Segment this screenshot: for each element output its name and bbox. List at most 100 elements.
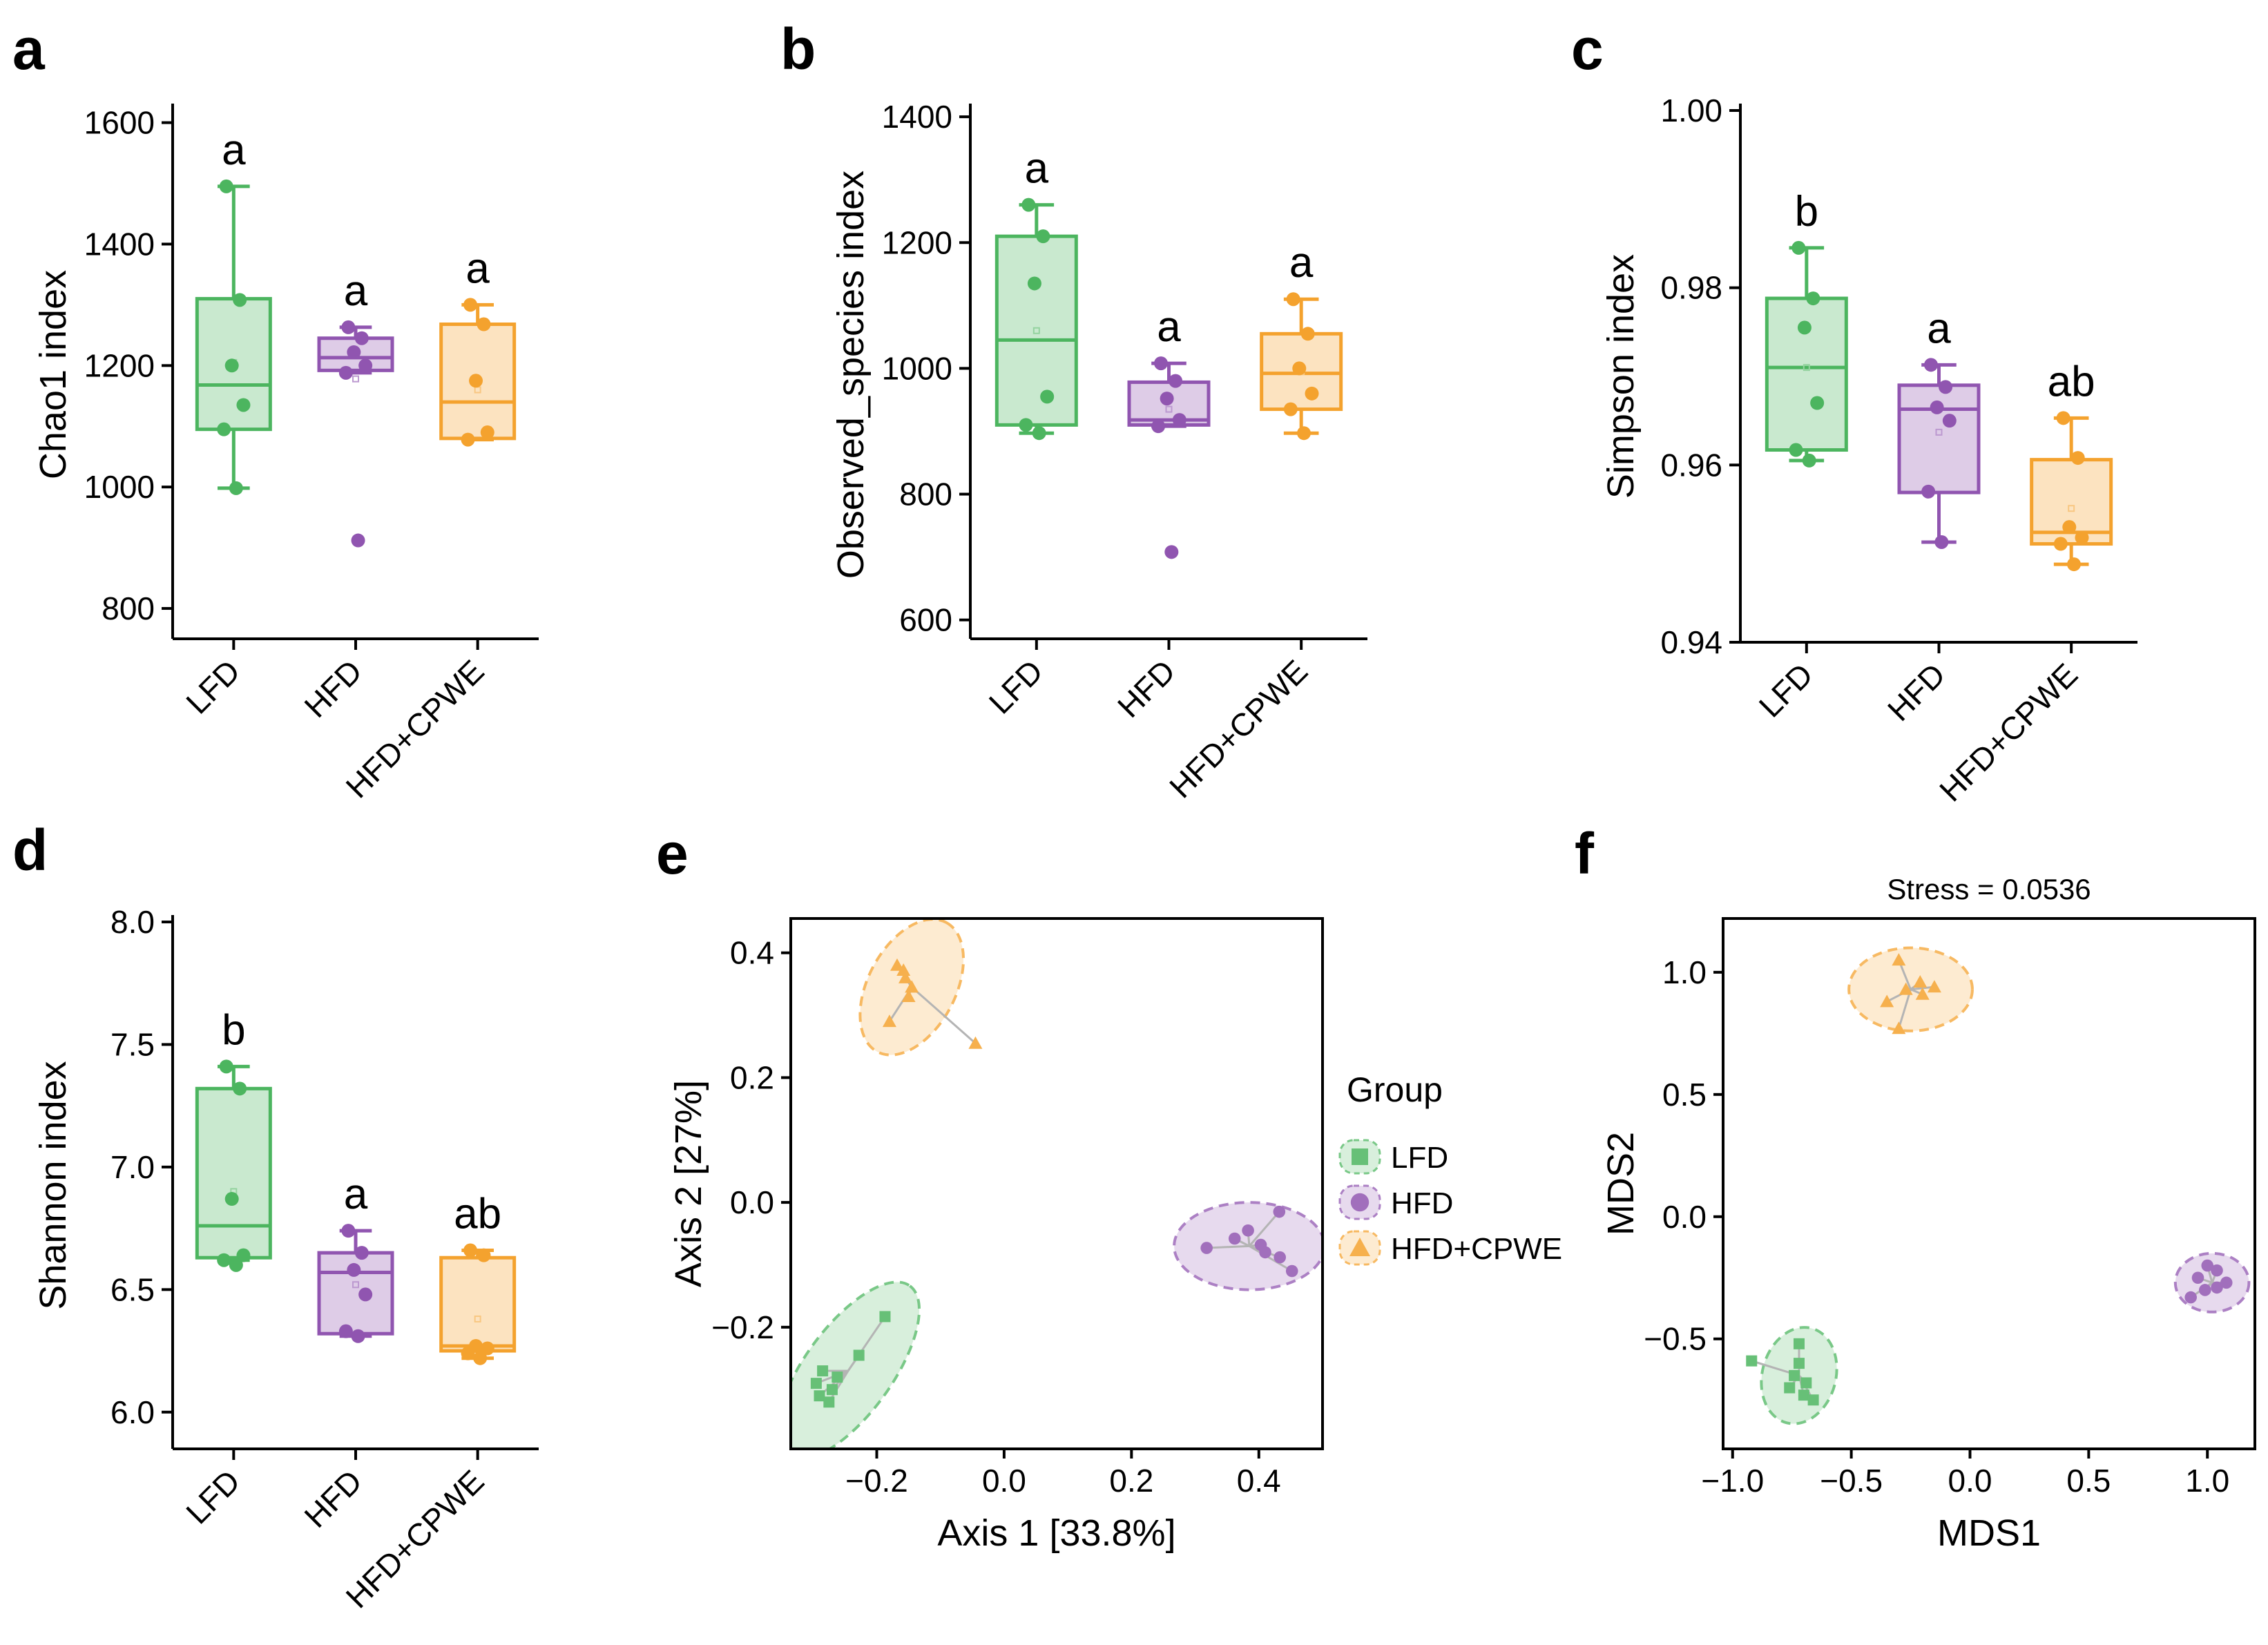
sample-point — [1800, 1377, 1812, 1389]
data-point — [1286, 292, 1300, 307]
data-point — [2067, 557, 2081, 572]
sample-point — [1807, 1394, 1819, 1406]
data-point — [2070, 451, 2085, 465]
centroid-connector — [1207, 1244, 1250, 1249]
mean-marker — [1032, 327, 1040, 334]
sample-point — [832, 1372, 843, 1383]
x-tick-label: LFD — [179, 1463, 247, 1530]
data-point — [229, 1258, 243, 1272]
legend-key-marker — [1352, 1148, 1368, 1165]
y-axis-title: Shannon index — [32, 1061, 74, 1309]
sample-point — [2211, 1264, 2223, 1277]
centroid-connector — [1248, 1211, 1280, 1247]
x-tick-label: HFD — [1111, 653, 1182, 724]
x-tick-label: 0.4 — [1237, 1463, 1281, 1499]
x-tick-label: HFD — [1881, 656, 1952, 728]
sample-point — [1746, 1355, 1758, 1367]
y-tick-label: 0.4 — [730, 935, 774, 971]
data-point — [1939, 380, 1953, 394]
x-tick-label: HFD — [297, 1463, 369, 1535]
sample-point — [905, 980, 919, 993]
box-LFD: b — [1765, 188, 1848, 468]
significance-letter: a — [1289, 239, 1314, 287]
data-point — [463, 298, 478, 312]
series-LFD — [791, 1280, 921, 1449]
box-body — [195, 297, 272, 432]
x-tick-label: −1.0 — [1701, 1463, 1764, 1499]
data-point — [1164, 545, 1179, 559]
data-point — [1934, 535, 1949, 549]
data-point — [217, 422, 231, 436]
box-HFD+CPWE: a — [1260, 239, 1343, 441]
centroid-connector — [911, 986, 977, 1044]
data-point — [338, 365, 353, 380]
data-point — [1172, 413, 1186, 427]
panel-letter-a: a — [12, 17, 46, 81]
x-tick-label: 0.0 — [982, 1463, 1026, 1499]
data-point — [354, 331, 369, 345]
sample-point — [1274, 1251, 1287, 1264]
sample-point — [853, 1349, 865, 1361]
legend-label: HFD — [1391, 1186, 1453, 1220]
data-point — [354, 1246, 369, 1260]
data-point — [1019, 418, 1033, 432]
data-point — [1027, 276, 1041, 291]
data-point — [2075, 530, 2089, 545]
significance-letter: ab — [454, 1191, 501, 1238]
panel-letter-f: f — [1575, 821, 1595, 886]
data-point — [461, 432, 475, 447]
plot-frame — [789, 917, 1324, 1450]
y-tick-label: 0.5 — [1662, 1077, 1707, 1113]
sample-point — [1228, 1232, 1241, 1245]
data-point — [224, 358, 239, 373]
panel-b: b 600 800 1000 1200 1400 Observed_species inde… — [780, 17, 1367, 805]
data-point — [236, 398, 251, 412]
box-HFD: a — [317, 267, 394, 548]
x-axis-title: Axis 1 [33.8%] — [937, 1512, 1175, 1554]
x-tick-label: HFD — [297, 653, 369, 724]
x-tick-label: LFD — [179, 653, 247, 720]
y-tick-label: 0.96 — [1660, 447, 1722, 483]
sample-point — [1242, 1224, 1254, 1237]
sample-point — [1784, 1382, 1796, 1394]
x-tick-label: LFD — [1752, 656, 1820, 724]
sample-point — [826, 1384, 838, 1396]
sample-point — [879, 1311, 891, 1322]
data-point — [224, 1192, 239, 1206]
data-point — [347, 1262, 361, 1277]
sample-point — [1259, 1246, 1271, 1259]
x-tick-label: HFD+CPWE — [1162, 653, 1314, 805]
panel-letter-c: c — [1571, 17, 1604, 81]
data-point — [1283, 402, 1298, 416]
mean-marker — [352, 375, 359, 383]
y-tick-label: 0.0 — [730, 1184, 774, 1220]
significance-letter: ab — [2048, 358, 2095, 405]
data-point — [463, 1243, 478, 1258]
sample-point — [823, 1396, 835, 1408]
data-point — [1021, 198, 1036, 212]
data-point — [338, 1324, 353, 1338]
sample-point — [814, 1390, 825, 1402]
x-axis-title: MDS1 — [1937, 1512, 2041, 1554]
sample-point — [1789, 1369, 1800, 1381]
data-point — [219, 179, 233, 193]
box-HFD: a — [1127, 303, 1211, 559]
mean-marker — [1165, 405, 1173, 413]
sample-point — [1913, 975, 1928, 988]
significance-letter: a — [1927, 305, 1951, 352]
data-point — [233, 293, 247, 307]
y-axis-title: Chao1 index — [32, 270, 74, 479]
sample-point — [1927, 980, 1941, 993]
series-LFD — [1746, 1326, 1838, 1425]
data-point — [1297, 426, 1311, 441]
sample-point — [2220, 1276, 2233, 1289]
data-point — [1930, 400, 1944, 414]
data-point — [1154, 356, 1168, 371]
box-LFD: a — [994, 145, 1078, 441]
significance-letter: a — [344, 1171, 368, 1218]
data-point — [219, 1059, 233, 1074]
x-tick-label: 1.0 — [2185, 1463, 2229, 1499]
mean-marker — [2068, 505, 2075, 512]
